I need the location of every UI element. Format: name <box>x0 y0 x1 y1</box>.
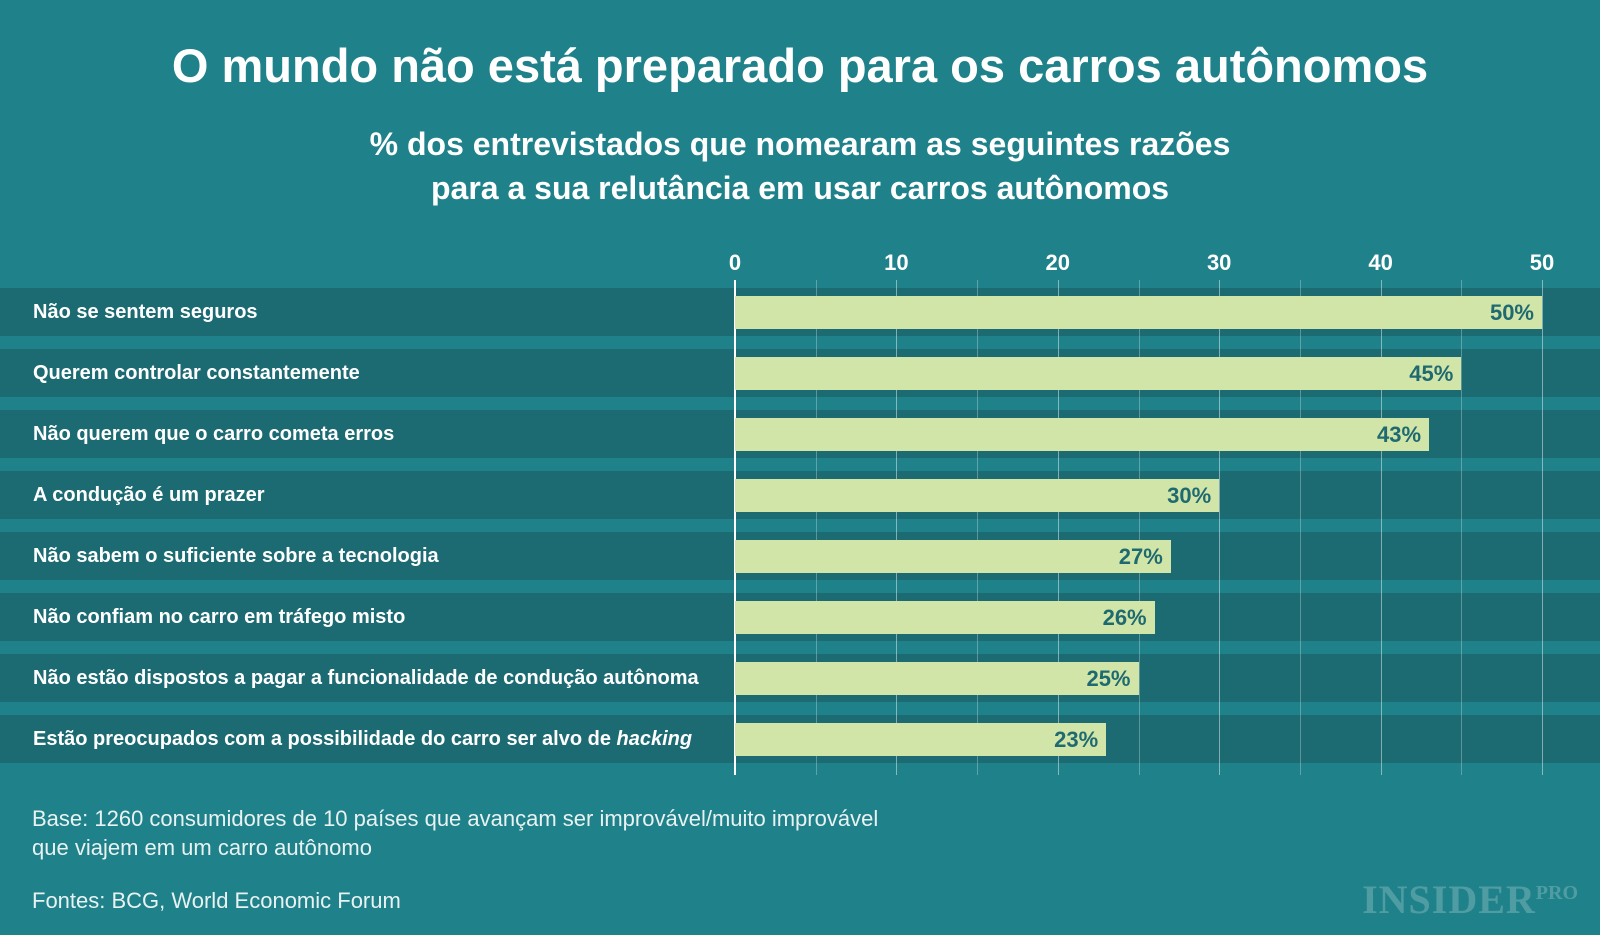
bar <box>735 296 1542 329</box>
subtitle-line-2: para a sua relutância em usar carros aut… <box>430 170 1170 206</box>
logo-pro-text: PRO <box>1535 882 1578 904</box>
bar-value-label: 43% <box>1376 422 1422 447</box>
category-label: A condução é um prazer <box>33 484 265 506</box>
gridline <box>1461 280 1462 775</box>
category-label-emphasis: hacking <box>616 728 693 750</box>
category-label: Querem controlar constantemente <box>33 362 360 384</box>
bar <box>735 540 1171 573</box>
bar <box>735 418 1430 451</box>
gridline <box>1381 280 1382 775</box>
x-tick-label: 30 <box>1206 250 1232 275</box>
bar <box>735 357 1462 390</box>
category-label: Não querem que o carro cometa erros <box>33 423 395 445</box>
logo-main-text: INSIDER <box>1362 877 1536 922</box>
chart-title: O mundo não está preparado para os carro… <box>171 39 1429 92</box>
gridline <box>1139 280 1140 775</box>
bar-value-label: 30% <box>1167 483 1212 508</box>
gridline <box>1058 280 1059 775</box>
bar-value-label: 25% <box>1086 666 1131 691</box>
base-note: Base: 1260 consumidores de 10 países que… <box>32 804 878 862</box>
bar-value-label: 50% <box>1489 300 1534 325</box>
gridline <box>1542 280 1543 775</box>
gridline <box>896 280 897 775</box>
bar <box>735 479 1220 512</box>
bar <box>735 723 1107 756</box>
chart-subtitle: % dos entrevistados que nomearam as segu… <box>0 122 1600 210</box>
gridline <box>816 280 817 775</box>
category-label: Não estão dispostos a pagar a funcionali… <box>33 667 699 689</box>
x-tick-label: 20 <box>1045 250 1071 275</box>
x-tick-label: 10 <box>884 250 909 275</box>
bar <box>735 601 1155 634</box>
bar-value-label: 26% <box>1102 605 1147 630</box>
bar-value-label: 45% <box>1409 361 1454 386</box>
bar <box>735 662 1139 695</box>
x-tick-label: 40 <box>1368 250 1393 275</box>
x-tick-label: 0 <box>728 250 742 275</box>
bar-value-label: 27% <box>1118 544 1163 569</box>
subtitle-line-1: % dos entrevistados que nomearam as segu… <box>369 126 1231 162</box>
bar-value-label: 23% <box>1054 727 1099 752</box>
base-note-line-2: que viajem em um carro autônomo <box>32 835 372 860</box>
x-tick-label: 50 <box>1529 250 1555 275</box>
gridline <box>977 280 978 775</box>
category-label: Não sabem o suficiente sobre a tecnologi… <box>33 545 439 567</box>
gridline <box>1300 280 1301 775</box>
base-note-line-1: Base: 1260 consumidores de 10 países que… <box>32 806 879 831</box>
category-label: Estão preocupados com a possibilidade do… <box>33 728 693 750</box>
category-label: Não confiam no carro em tráfego misto <box>33 606 406 628</box>
insider-pro-logo: INSIDERPRO <box>1362 876 1578 923</box>
y-axis-line <box>734 280 736 775</box>
gridline <box>1219 280 1220 775</box>
sources-note: Fontes: BCG, World Economic Forum <box>32 888 401 913</box>
category-label: Não se sentem seguros <box>33 301 258 323</box>
